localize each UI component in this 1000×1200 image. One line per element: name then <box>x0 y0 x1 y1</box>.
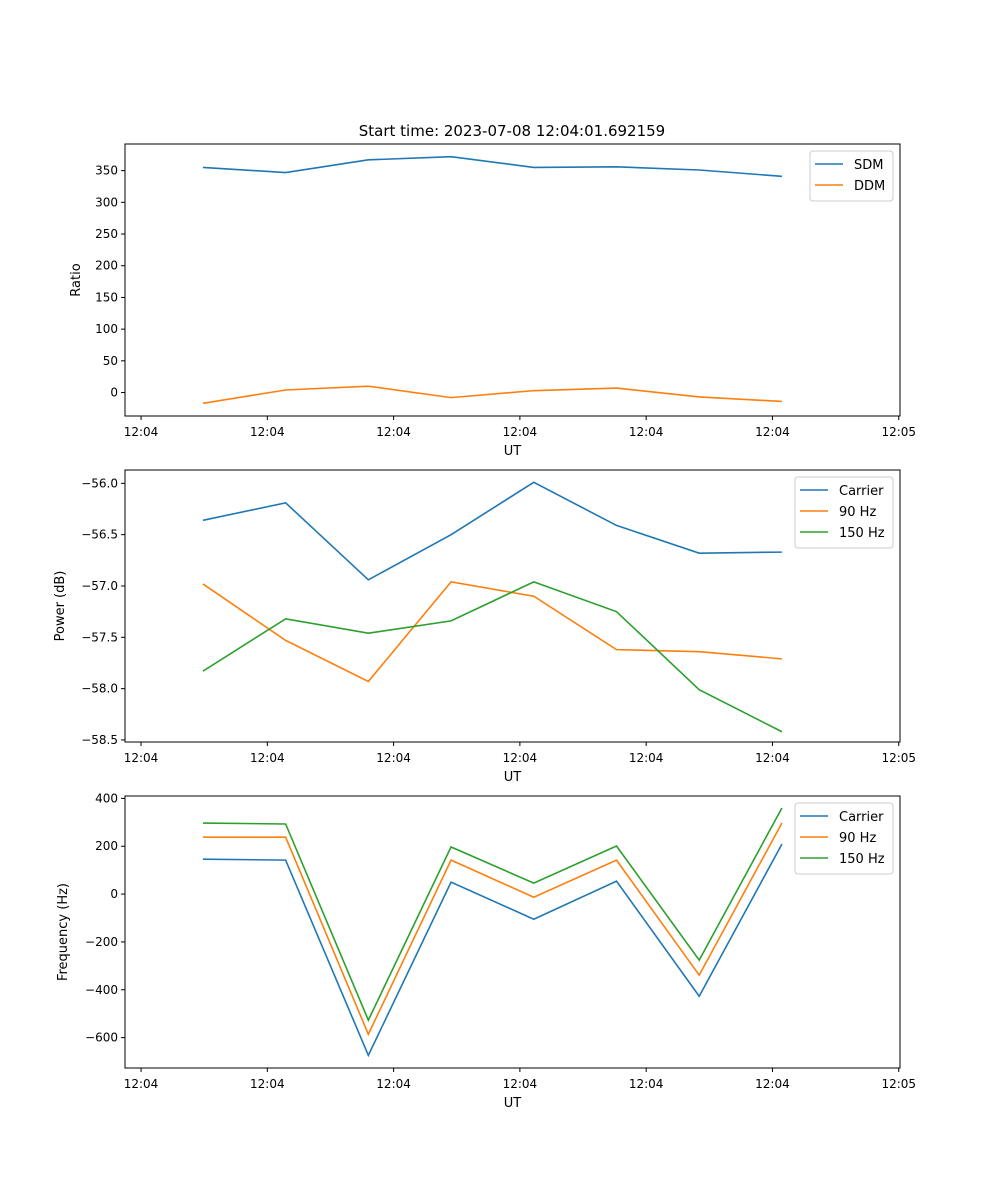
x-tick-label: 12:04 <box>629 1077 664 1091</box>
y-tick-label: 150 <box>95 290 118 304</box>
x-tick-label: 12:04 <box>124 425 159 439</box>
x-tick-label: 12:04 <box>124 751 159 765</box>
y-tick-label: 250 <box>95 227 118 241</box>
y-tick-label: 0 <box>110 386 118 400</box>
y-tick-label: −200 <box>85 935 118 949</box>
legend-label: Carrier <box>839 484 884 499</box>
y-tick-label: −56.0 <box>81 476 118 490</box>
x-tick-label: 12:04 <box>250 425 285 439</box>
series-line-150-hz <box>202 581 783 733</box>
x-tick-label: 12:04 <box>755 751 790 765</box>
y-tick-label: −400 <box>85 983 118 997</box>
x-tick-label: 12:04 <box>629 751 664 765</box>
y-tick-label: −57.0 <box>81 579 118 593</box>
legend: Carrier 90 Hz 150 Hz <box>794 476 894 549</box>
x-tick-label: 12:04 <box>250 751 285 765</box>
y-tick-label: 400 <box>95 791 118 805</box>
y-tick-label: −57.5 <box>81 630 118 644</box>
y-tick-label: −56.5 <box>81 528 118 542</box>
series-line-carrier <box>202 481 782 581</box>
x-tick-label: 12:05 <box>881 425 916 439</box>
x-tick-label: 12:05 <box>881 751 916 765</box>
series-line-ddm <box>202 385 782 405</box>
figure-title: Start time: 2023-07-08 12:04:01.692159 <box>359 122 665 140</box>
legend-label: 150 Hz <box>839 526 885 541</box>
series-line-90-hz <box>202 581 782 683</box>
subplot-2: 12:04 12:04 12:04 12:04 12:04 12:04 12:05 −56.0… <box>53 469 916 785</box>
legend-label: 90 Hz <box>839 831 876 846</box>
x-tick-label: 12:04 <box>755 425 790 439</box>
series-line-150-hz <box>202 807 783 1023</box>
legend: SDM DDM <box>809 150 894 202</box>
y-axis-label: Power (dB) <box>53 571 68 642</box>
y-tick-label: −600 <box>85 1031 118 1045</box>
y-tick-label: −58.0 <box>81 682 118 696</box>
legend: Carrier 90 Hz 150 Hz <box>794 802 894 875</box>
x-tick-label: 12:04 <box>755 1077 790 1091</box>
y-tick-label: 200 <box>95 259 118 273</box>
x-tick-label: 12:04 <box>503 425 538 439</box>
legend-label: 90 Hz <box>839 505 876 520</box>
y-tick-label: 100 <box>95 322 118 336</box>
x-axis-label: UT <box>504 1096 522 1111</box>
legend-label: SDM <box>854 158 883 173</box>
x-tick-label: 12:05 <box>881 1077 916 1091</box>
x-axis-label: UT <box>504 444 522 459</box>
x-tick-label: 12:04 <box>503 751 538 765</box>
y-axis-label: Ratio <box>69 263 84 296</box>
x-tick-label: 12:04 <box>124 1077 159 1091</box>
y-tick-label: 350 <box>95 164 118 178</box>
subplot-3: 12:04 12:04 12:04 12:04 12:04 12:04 12:05 400 20… <box>56 791 916 1111</box>
x-axis-label: UT <box>504 770 522 785</box>
x-tick-label: 12:04 <box>376 1077 411 1091</box>
legend-frame <box>794 802 894 875</box>
y-tick-label: 300 <box>95 195 118 209</box>
x-tick-label: 12:04 <box>376 425 411 439</box>
legend-label: DDM <box>854 179 885 194</box>
axes-frame <box>124 143 901 417</box>
legend-frame <box>794 476 894 549</box>
x-tick-label: 12:04 <box>629 425 664 439</box>
series-line-90-hz <box>202 822 783 1037</box>
series-line-carrier <box>202 843 783 1058</box>
axes-frame <box>124 795 901 1069</box>
series-line-sdm <box>202 155 782 178</box>
legend-label: 150 Hz <box>839 852 885 867</box>
y-tick-label: 200 <box>95 839 118 853</box>
y-axis-label: Frequency (Hz) <box>56 883 71 981</box>
x-tick-label: 12:04 <box>250 1077 285 1091</box>
x-tick-label: 12:04 <box>503 1077 538 1091</box>
x-tick-label: 12:04 <box>376 751 411 765</box>
axes-frame <box>124 469 901 743</box>
y-tick-label: 50 <box>103 354 118 368</box>
legend-label: Carrier <box>839 810 884 825</box>
y-tick-label: −58.5 <box>81 733 118 747</box>
y-tick-label: 0 <box>110 887 118 901</box>
subplot-1: 12:04 12:04 12:04 12:04 12:04 12:04 12:05 0 50 10… <box>69 143 916 459</box>
